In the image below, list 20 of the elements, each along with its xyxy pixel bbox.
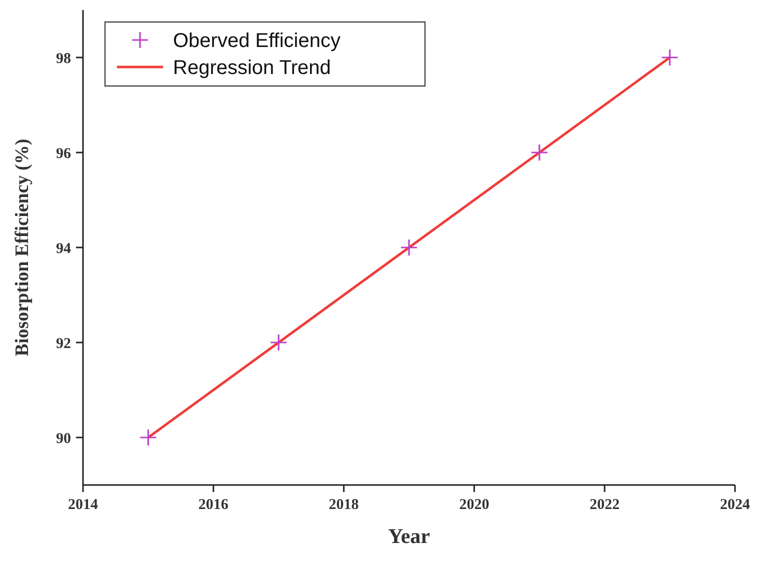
point: [400, 238, 418, 256]
y-tick-label: 98: [56, 50, 71, 67]
point: [530, 144, 548, 162]
point: [139, 428, 157, 446]
y-tick-label: 96: [56, 146, 72, 162]
y-tick-label: 90: [56, 430, 71, 447]
legend-label: Regression Trend: [173, 57, 331, 79]
x-tick-label: 2016: [198, 497, 229, 513]
x-tick-label: 2024: [720, 497, 750, 513]
x-axis-title: Year: [388, 524, 430, 548]
point: [661, 48, 679, 66]
x-tick-label: 2014: [68, 497, 98, 513]
x-tick-label: 2018: [328, 497, 359, 513]
x-tick-label: 2022: [590, 497, 620, 513]
y-tick-label: 94: [56, 240, 72, 257]
x-tick-label: 2020: [459, 497, 490, 513]
point: [270, 334, 288, 352]
legend-label: Oberved Efficiency: [173, 30, 340, 52]
y-axis-title: Biosorption Efficiency (%): [12, 138, 33, 356]
y-tick-label: 92: [56, 336, 71, 352]
